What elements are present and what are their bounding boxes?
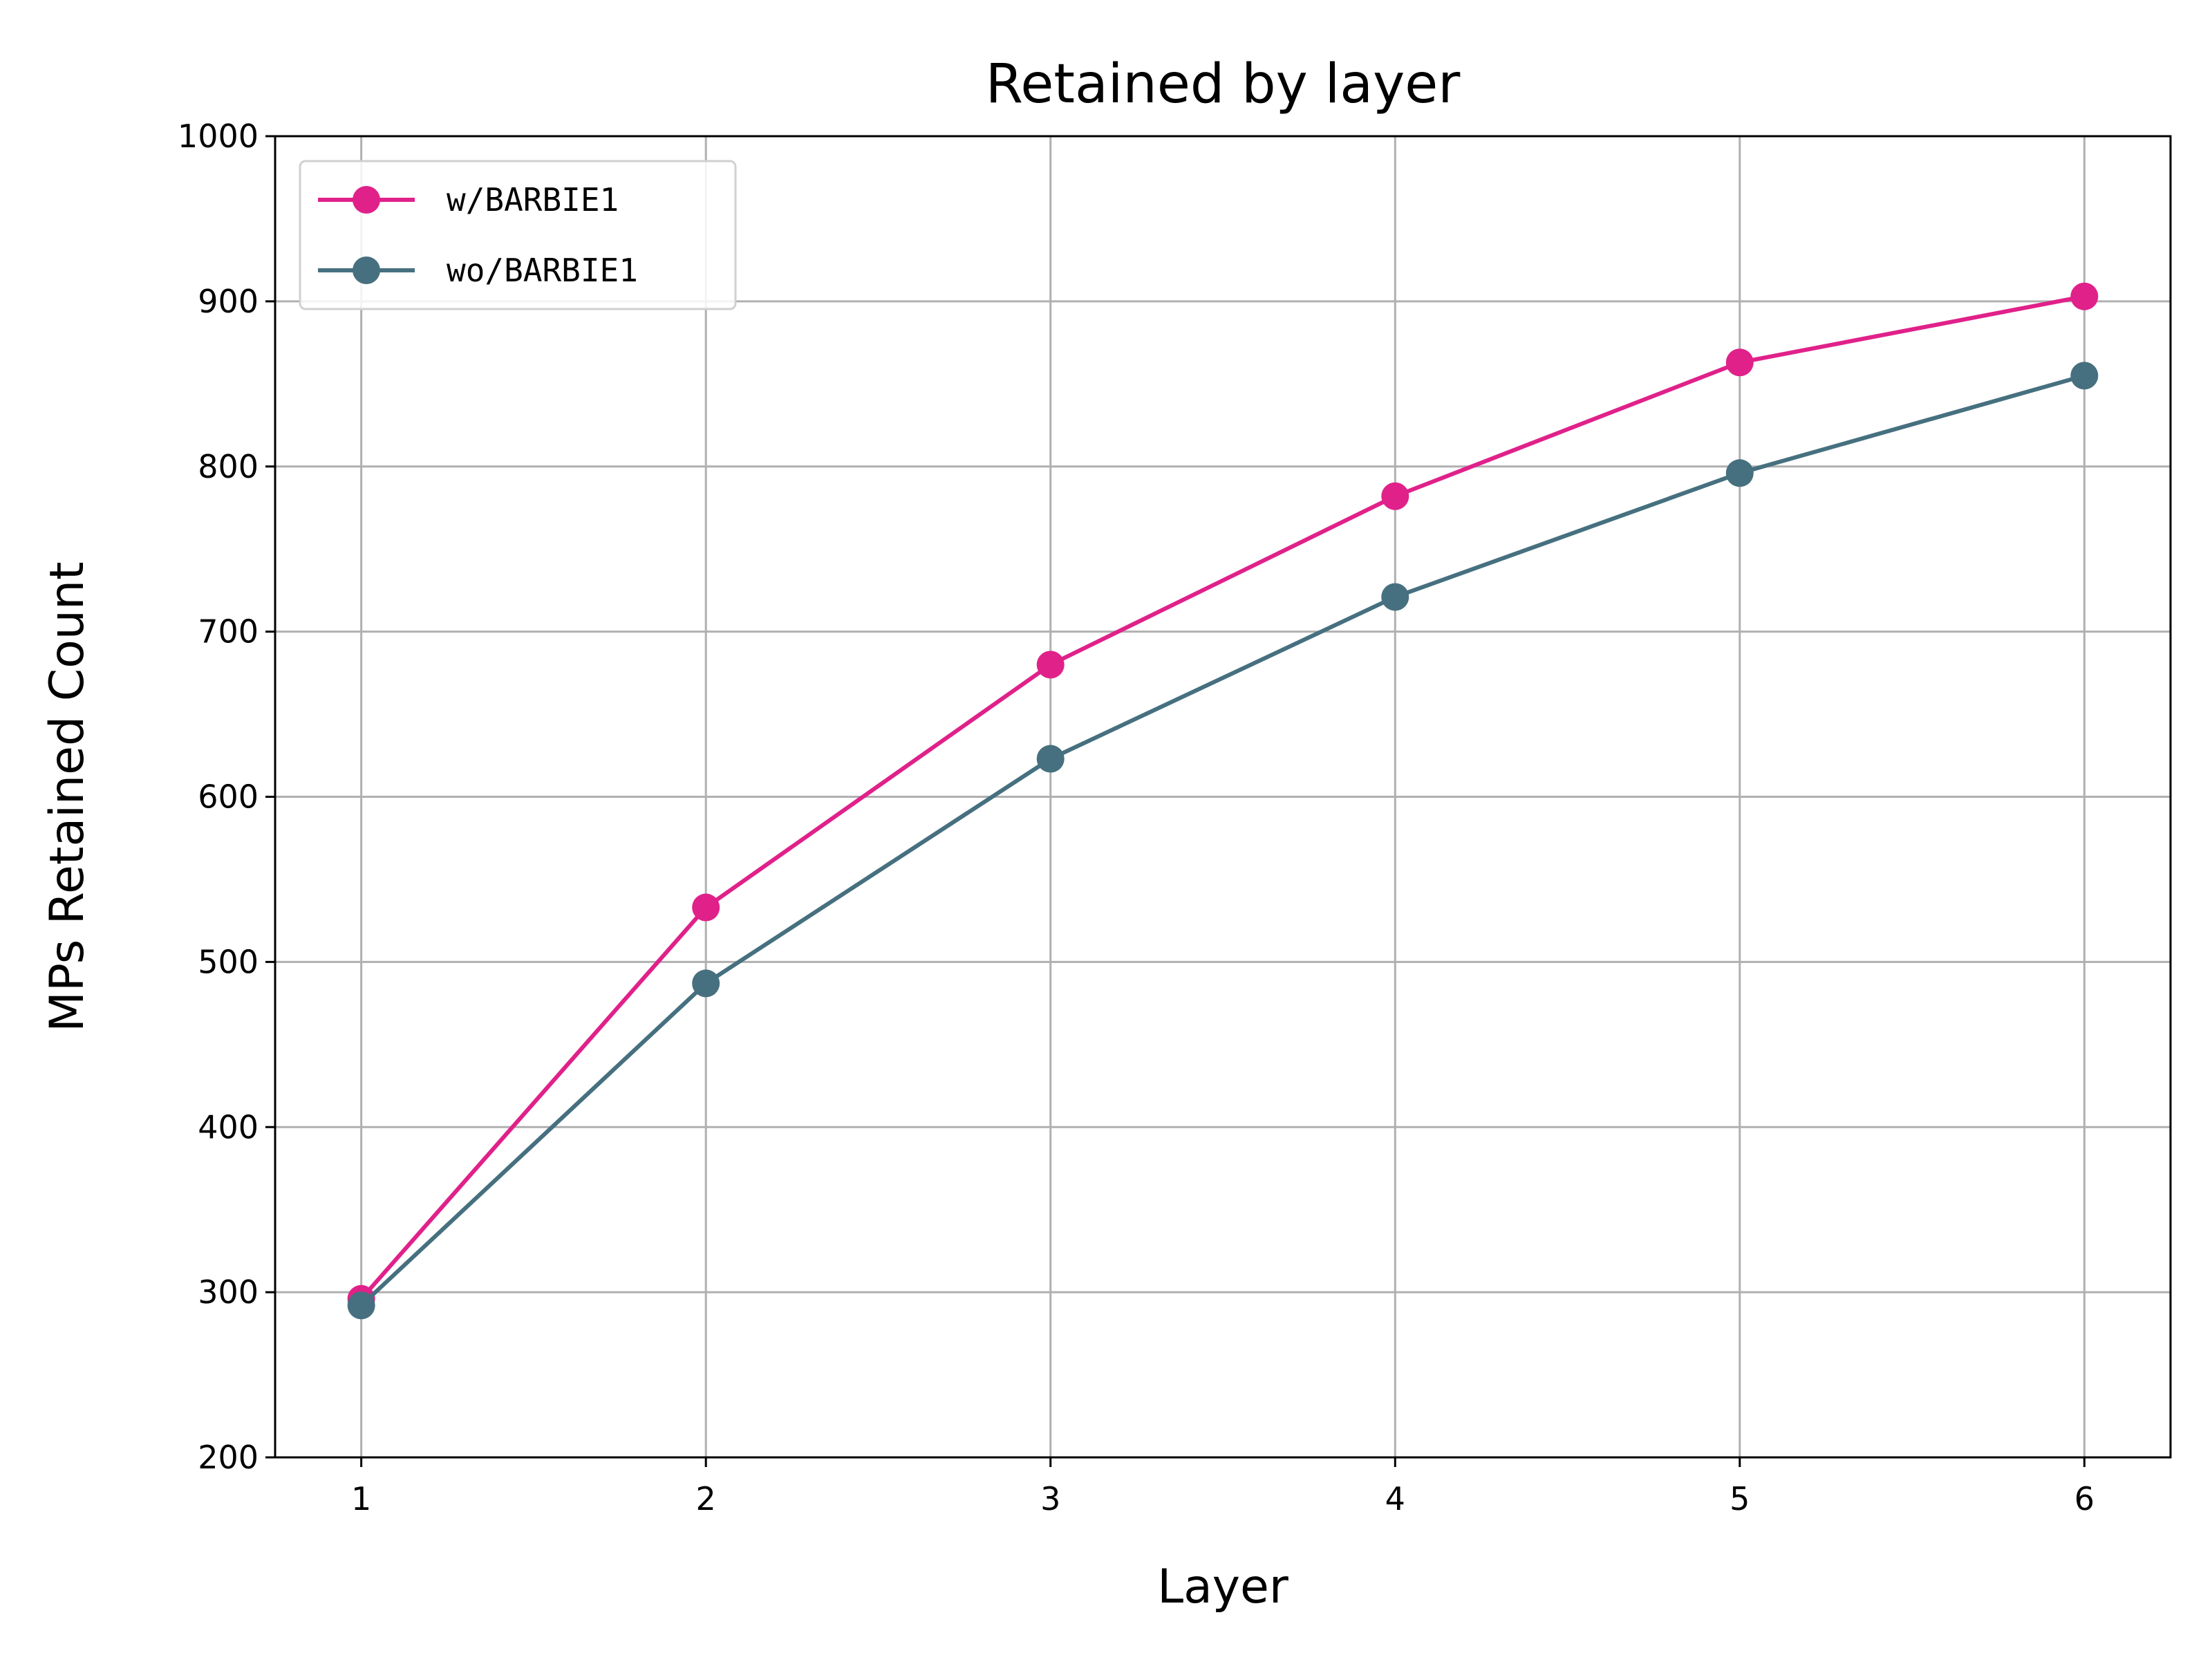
y-tick-label: 200 [198,1439,259,1476]
y-tick-label: 900 [198,283,259,320]
data-point [2070,282,2099,310]
x-tick-label: 5 [1730,1480,1750,1518]
chart-title: Retained by layer [986,53,1461,115]
y-tick-label: 300 [198,1273,259,1311]
data-point [2070,362,2099,390]
data-point [1725,459,1754,487]
y-tick-label: 600 [198,778,259,816]
x-tick-label: 2 [696,1480,716,1518]
y-tick-label: 500 [198,943,259,980]
data-point [692,893,720,922]
x-tick-label: 3 [1040,1480,1060,1518]
legend-marker-swatch [353,186,380,214]
legend: w/BARBIE1 wo/BARBIE1 [299,160,737,310]
grid-lines [275,136,2171,1457]
data-point [347,1291,375,1320]
y-tick-label: 800 [198,448,259,485]
y-tick-label: 1000 [178,118,259,155]
data-point [1381,583,1409,611]
data-point [1725,348,1754,377]
y-tick-label: 400 [198,1108,259,1146]
legend-marker-swatch [353,256,380,284]
legend-label: w/BARBIE1 [447,181,619,218]
plot-series [347,282,2099,1320]
x-tick-label: 1 [351,1480,371,1518]
data-point [1381,482,1409,510]
series-line [359,373,2087,1308]
data-point [692,969,720,998]
data-point [1036,651,1065,679]
y-axis-title: MPs Retained Count [40,561,95,1031]
axis-ticks: 1 2 3 4 5 6 200 300 400 500 600 700 800 900 1000 [178,118,2094,1518]
x-tick-label: 6 [2074,1480,2094,1518]
data-point [1036,745,1065,773]
legend-label: wo/BARBIE1 [447,252,638,289]
y-tick-label: 700 [198,613,259,651]
x-tick-label: 4 [1385,1480,1405,1518]
series-line [359,294,2087,1301]
x-axis-title: Layer [1157,1560,1288,1614]
